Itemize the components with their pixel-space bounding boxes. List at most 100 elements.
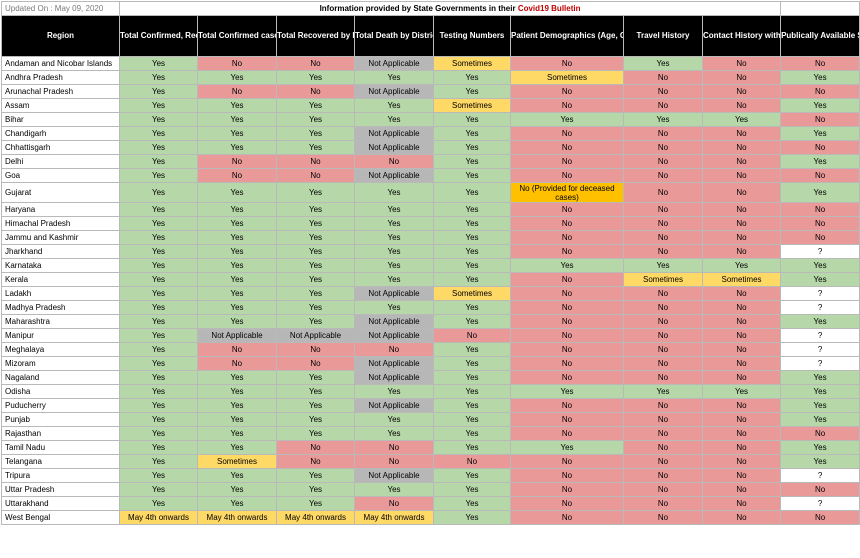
status-cell: ? — [780, 300, 860, 315]
status-cell: Yes — [433, 70, 511, 85]
status-cell: Yes — [354, 384, 434, 399]
status-cell: Yes — [119, 440, 198, 455]
status-cell: Yes — [197, 202, 277, 217]
status-cell: No — [623, 216, 703, 231]
status-cell: No — [510, 468, 624, 483]
status-cell: Yes — [354, 202, 434, 217]
status-cell: No — [623, 202, 703, 217]
status-cell: No — [623, 244, 703, 259]
status-cell: Yes — [354, 300, 434, 315]
status-cell: Yes — [433, 398, 511, 413]
status-cell: No — [510, 202, 624, 217]
status-cell: Yes — [119, 244, 198, 259]
status-cell: Yes — [276, 230, 355, 245]
status-cell: Yes — [197, 426, 277, 441]
status-cell: No — [276, 168, 355, 183]
status-cell: Yes — [701, 258, 782, 273]
status-cell: Yes — [197, 126, 277, 141]
status-cell: Yes — [276, 300, 355, 315]
status-cell: Yes — [623, 56, 703, 71]
status-cell: Yes — [701, 384, 782, 399]
status-cell: Yes — [197, 370, 277, 385]
status-cell: Yes — [354, 244, 434, 259]
status-cell: No — [510, 426, 624, 441]
status-cell: Yes — [276, 182, 355, 203]
status-cell: No — [701, 154, 782, 169]
status-cell: No — [701, 356, 782, 371]
region-cell: Uttar Pradesh — [1, 482, 120, 497]
status-cell: ? — [780, 328, 860, 343]
status-cell: Not Applicable — [354, 84, 434, 99]
status-cell: Yes — [433, 342, 511, 357]
status-cell: Not Applicable — [354, 168, 434, 183]
status-cell: Yes — [780, 98, 860, 113]
status-cell: Yes — [780, 126, 860, 141]
status-cell: Yes — [276, 216, 355, 231]
status-cell: Yes — [354, 272, 434, 287]
table-row: Nagaland Yes Yes Yes Not Applicable Yes No No No… — [1, 370, 860, 385]
status-cell: No — [780, 202, 860, 217]
status-cell: No — [354, 342, 434, 357]
status-cell: No — [701, 70, 782, 85]
updated-on-text: Updated On : May 09, 2020 — [1, 1, 120, 16]
status-cell: No — [701, 398, 782, 413]
region-cell: Jammu and Kashmir — [1, 230, 120, 245]
status-cell: Yes — [197, 482, 277, 497]
status-cell: Yes — [276, 314, 355, 329]
status-cell: No — [510, 314, 624, 329]
status-cell: No — [510, 230, 624, 245]
covid19-bulletin-highlight: Covid19 Bulletin — [517, 3, 581, 13]
status-cell: No — [276, 84, 355, 99]
status-cell: No — [510, 168, 624, 183]
status-cell: Yes — [119, 356, 198, 371]
status-cell: No — [354, 154, 434, 169]
status-cell: No — [701, 84, 782, 99]
status-cell: Yes — [433, 182, 511, 203]
table-row: Karnataka Yes Yes Yes Yes Yes Yes Yes Yes Yes — [1, 258, 860, 273]
status-cell: No — [623, 356, 703, 371]
status-cell: No — [510, 370, 624, 385]
region-cell: Karnataka — [1, 258, 120, 273]
region-cell: Delhi — [1, 154, 120, 169]
status-cell: No — [701, 300, 782, 315]
status-cell: Yes — [780, 70, 860, 85]
region-cell: West Bengal — [1, 510, 120, 525]
status-cell: Yes — [276, 244, 355, 259]
status-cell: Yes — [197, 468, 277, 483]
status-cell: No — [623, 482, 703, 497]
status-cell: No — [510, 126, 624, 141]
region-cell: Maharashtra — [1, 314, 120, 329]
status-cell: Not Applicable — [354, 328, 434, 343]
table-row: Rajasthan Yes Yes Yes Yes Yes No No No No — [1, 426, 860, 441]
status-cell: No — [701, 202, 782, 217]
status-cell: No — [701, 230, 782, 245]
status-cell: No — [433, 328, 511, 343]
status-cell: Not Applicable — [354, 140, 434, 155]
region-cell: Odisha — [1, 384, 120, 399]
status-cell: No — [701, 98, 782, 113]
table-row: Jammu and Kashmir Yes Yes Yes Yes Yes No No No No — [1, 230, 860, 245]
status-cell: Yes — [354, 112, 434, 127]
status-cell: Not Applicable — [354, 56, 434, 71]
status-cell: Yes — [119, 182, 198, 203]
status-cell: No — [276, 454, 355, 469]
status-cell: Yes — [197, 412, 277, 427]
status-cell: No — [701, 328, 782, 343]
status-cell: No — [623, 168, 703, 183]
status-cell: No — [701, 286, 782, 301]
status-cell: No — [510, 56, 624, 71]
status-cell: Sometimes — [433, 286, 511, 301]
header-state-dashboard: Publically Available State Dashboard — [780, 15, 860, 57]
status-cell: No — [623, 300, 703, 315]
status-cell: Yes — [701, 112, 782, 127]
table-row: Tamil Nadu Yes Yes No No Yes Yes No No Yes — [1, 440, 860, 455]
status-cell: Yes — [354, 426, 434, 441]
status-cell: Yes — [119, 370, 198, 385]
status-cell: No — [780, 112, 860, 127]
table-row: Meghalaya Yes No No No Yes No No No? — [1, 342, 860, 357]
status-cell: Yes — [276, 202, 355, 217]
status-cell: No — [701, 370, 782, 385]
table-row: Assam Yes Yes Yes Yes Sometimes No No No Yes — [1, 98, 860, 113]
status-cell: Yes — [197, 440, 277, 455]
status-cell: Yes — [276, 112, 355, 127]
